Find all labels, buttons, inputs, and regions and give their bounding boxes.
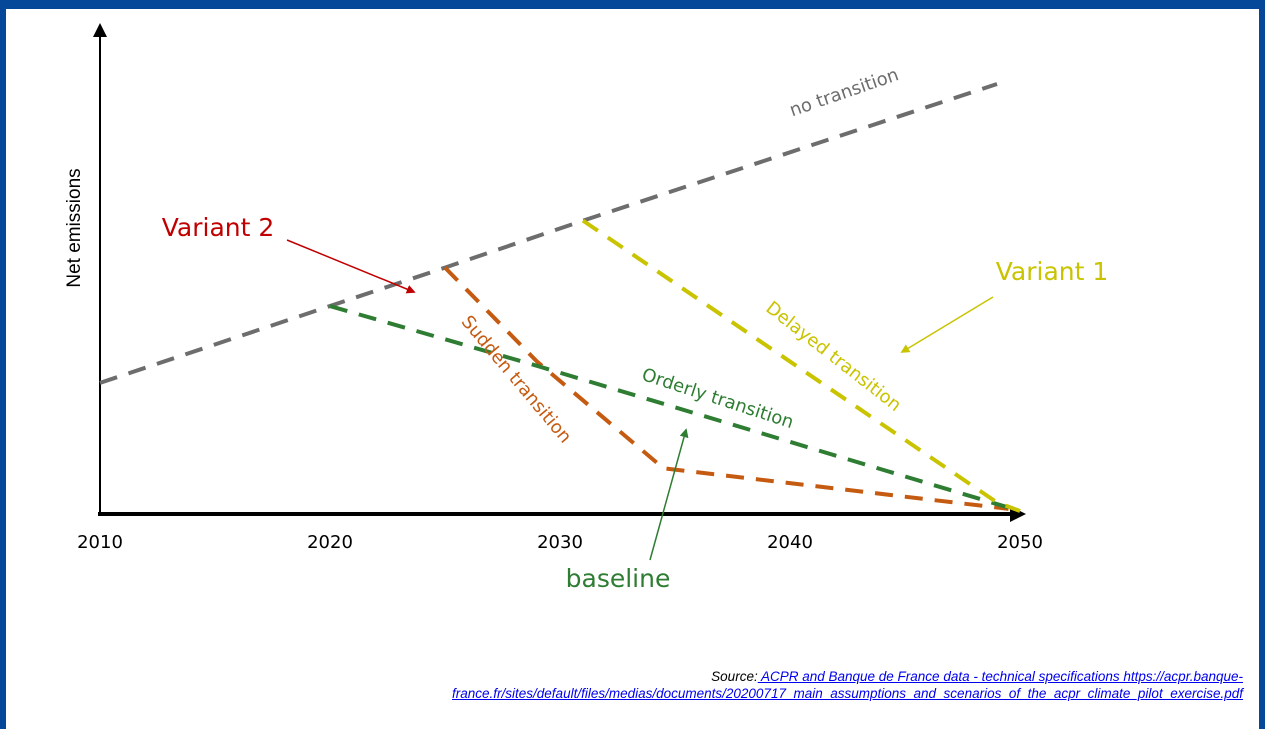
x-tick-label-2020: 2020 bbox=[307, 532, 353, 553]
annotation-variant-2: Variant 2 bbox=[162, 213, 275, 242]
series-line-delayed bbox=[581, 218, 1021, 513]
variant-1-arrow bbox=[900, 296, 994, 353]
source-note: Source: ACPR and Banque de France data -… bbox=[143, 668, 1243, 702]
x-tick-label-2030: 2030 bbox=[537, 532, 583, 553]
top-border bbox=[0, 0, 1265, 9]
variant-2-arrow bbox=[286, 239, 416, 294]
annotation-baseline: baseline bbox=[566, 564, 671, 593]
annotation-variant-1: Variant 1 bbox=[996, 257, 1109, 286]
label-no-transition: no transition bbox=[787, 64, 902, 121]
y-axis-label: Net emissions bbox=[64, 168, 85, 287]
source-prefix: Source: bbox=[711, 669, 758, 684]
series-line-sudden bbox=[443, 266, 1009, 511]
x-tick-label-2050: 2050 bbox=[997, 532, 1043, 553]
baseline-arrow bbox=[649, 428, 689, 561]
label-orderly-transition: Orderly transition bbox=[639, 364, 796, 433]
series-line-orderly bbox=[329, 304, 1021, 513]
source-link[interactable]: ACPR and Banque de France data - technic… bbox=[452, 669, 1243, 701]
left-border bbox=[0, 0, 6, 729]
x-tick-label-2010: 2010 bbox=[77, 532, 123, 553]
right-border bbox=[1259, 0, 1265, 729]
x-tick-label-2040: 2040 bbox=[767, 532, 813, 553]
